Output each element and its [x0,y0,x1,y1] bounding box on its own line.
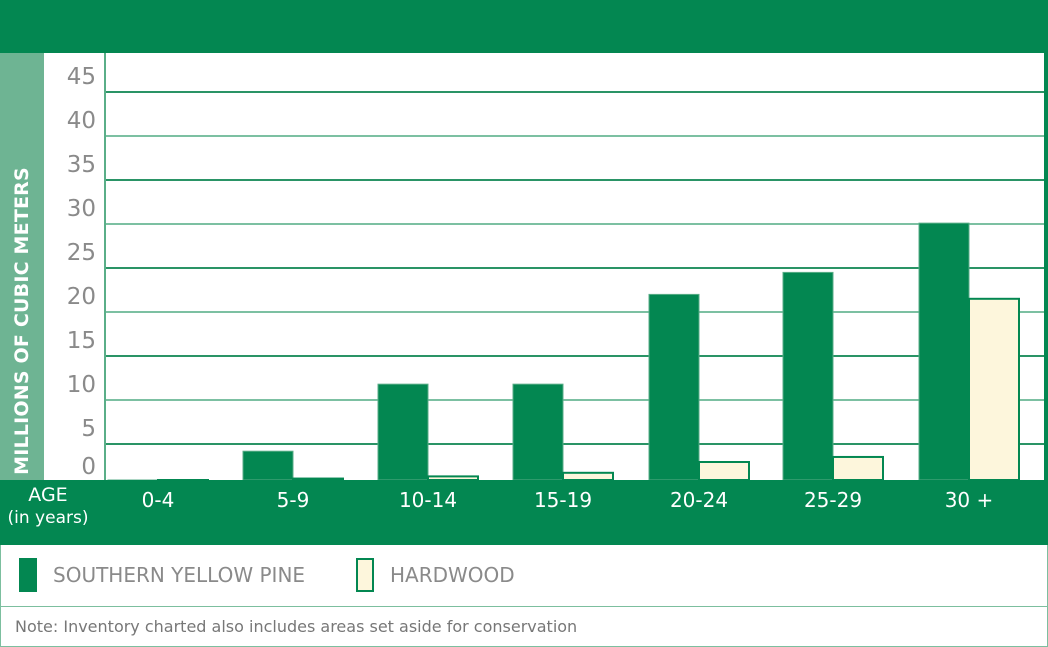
y-tick-label: 40 [67,108,96,134]
x-tick-label: 10-14 [398,488,458,512]
legend-label-pine: SOUTHERN YELLOW PINE [53,563,306,587]
x-axis-band [0,480,1048,545]
x-axis-title: AGE [28,484,68,506]
plot-border [1044,53,1048,481]
bar-pine [242,450,294,481]
x-axis-subtitle: (in years) [7,508,89,528]
legend-swatch-pine [19,558,37,592]
legend-label-hardwood: HARDWOOD [390,563,515,587]
bar-hardwood [698,461,750,481]
bar-hardwood [968,297,1020,481]
bar-chart: 0 5 10 15 20 25 30 35 40 45 [67,53,1044,481]
y-tick-label: 10 [67,372,96,398]
y-tick-label: 35 [67,152,96,178]
bar-pine [648,293,700,481]
y-tick-label: 30 [67,196,96,222]
y-tick-label: 20 [67,284,96,310]
bar-hardwood [292,477,344,481]
y-axis-strip: MILLIONS OF CUBIC METERS [0,53,44,481]
x-axis-label: AGE (in years) [0,484,96,528]
legend: SOUTHERN YELLOW PINE HARDWOOD [0,545,1048,607]
y-tick-label: 45 [67,64,96,90]
bar-hardwood [562,471,614,481]
x-tick-label: 25-29 [803,488,863,512]
y-tick-label: 25 [67,240,96,266]
header-band [0,0,1048,53]
bar-pine [377,383,429,481]
x-tick-label: 0-4 [141,488,175,512]
y-tick-label: 5 [81,416,96,442]
x-tick-label: 5-9 [276,488,310,512]
y-tick-label: 0 [81,454,96,480]
bar-pine [512,383,564,481]
y-tick-label: 15 [67,328,96,354]
note-text: Note: Inventory charted also includes ar… [15,617,578,636]
note-box: Note: Inventory charted also includes ar… [0,607,1048,647]
legend-swatch-hardwood [356,558,374,592]
bar-pine [782,271,834,481]
bar-hardwood [427,475,479,481]
x-tick-label: 15-19 [533,488,593,512]
bar-pine [918,222,970,481]
x-tick-label: 30 + [944,488,994,512]
x-tick-label: 20-24 [669,488,729,512]
bar-hardwood [832,455,884,481]
